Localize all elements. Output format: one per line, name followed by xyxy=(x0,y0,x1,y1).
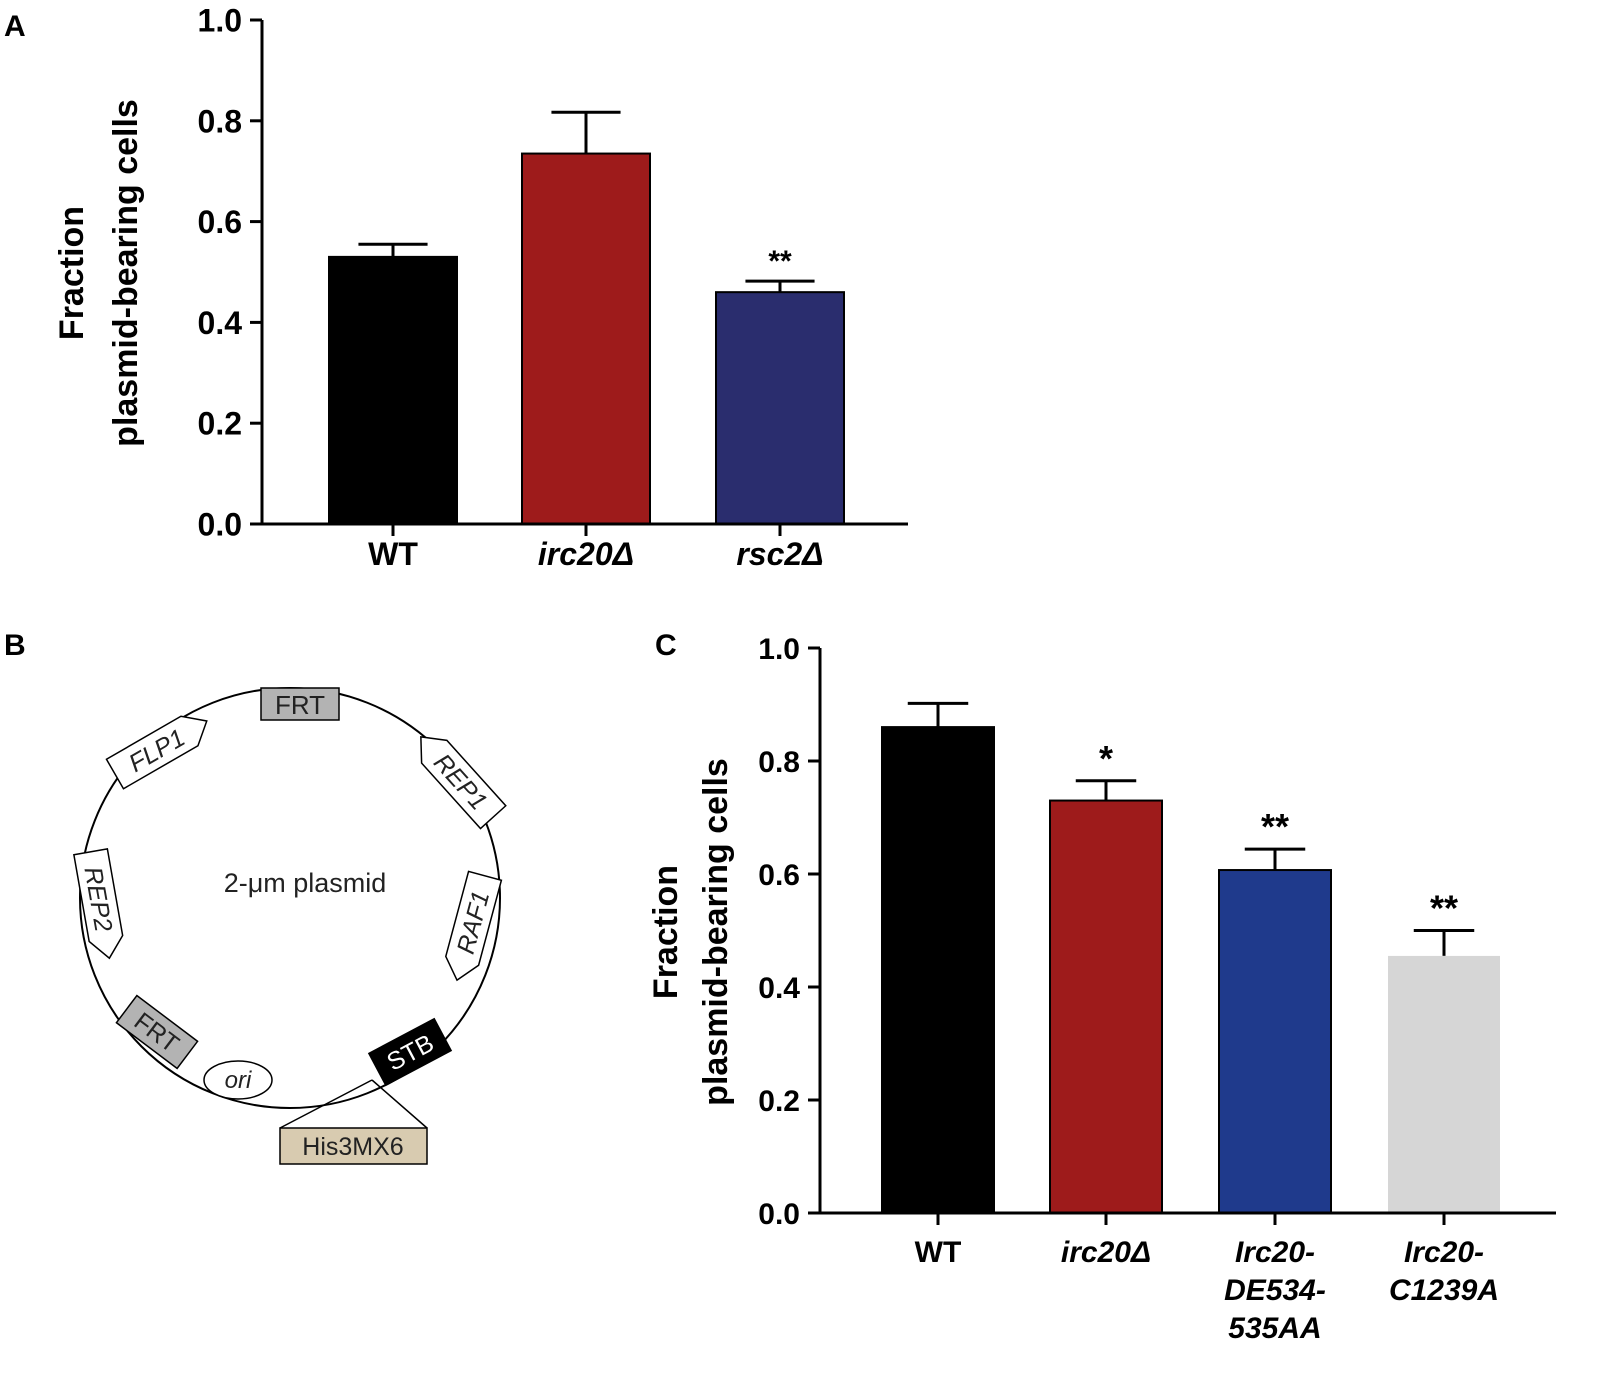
chart-c-category-label: irc20Δ xyxy=(1061,1236,1151,1269)
chart-a-y-tick-label: 0.0 xyxy=(198,507,242,543)
his3mx6-marker-box: His3MX6 xyxy=(279,1127,428,1165)
chart-c-significance-label: * xyxy=(1099,738,1113,779)
chart-a-y-tick-label: 1.0 xyxy=(198,3,242,39)
chart-c-y-tick-label: 0.2 xyxy=(758,1085,800,1118)
chart-a-error-bar xyxy=(358,242,428,257)
stb-box: STB xyxy=(367,1017,453,1087)
chart-c-ylabel-line1: Fraction xyxy=(647,865,685,999)
chart-c-significance-label: ** xyxy=(1261,806,1289,847)
chart-c: Fraction plasmid-bearing cells *****0.00… xyxy=(647,633,1556,1345)
rep1-gene: REP1 xyxy=(420,736,507,830)
chart-c-y-tick-label: 0.6 xyxy=(758,859,800,892)
chart-c-category-label: C1239A xyxy=(1389,1274,1499,1307)
chart-a-category-label: rsc2Δ xyxy=(736,536,823,572)
chart-a-category-label: irc20Δ xyxy=(538,536,634,572)
chart-a-y-tick-label: 0.6 xyxy=(198,204,242,240)
panel-label-a: A xyxy=(4,10,26,43)
chart-c-y-tick-label: 0.8 xyxy=(758,746,800,779)
chart-c-error-bar xyxy=(907,701,969,728)
chart-a-y-tick-label: 0.2 xyxy=(198,406,242,442)
panel-label-c: C xyxy=(655,629,677,662)
ori-label: ori xyxy=(225,1067,252,1094)
frt-top-label: FRT xyxy=(275,690,325,720)
frt-bottom-box: FRT xyxy=(115,994,199,1070)
chart-c-y-tick-label: 0.0 xyxy=(758,1198,800,1231)
chart-a-y-tick-label: 0.4 xyxy=(198,305,243,341)
chart-c-significance-label: ** xyxy=(1430,888,1458,929)
chart-c-error-bar xyxy=(1413,929,1475,956)
chart-a-bar xyxy=(715,291,845,525)
chart-c-category-label: 535AA xyxy=(1228,1312,1321,1345)
chart-c-bar xyxy=(1388,955,1500,1213)
plasmid-center-label: 2-μm plasmid xyxy=(224,868,387,898)
flp1-gene: FLP1 xyxy=(105,715,208,790)
chart-c-y-tick-label: 1.0 xyxy=(758,633,800,666)
chart-a-error-bar xyxy=(551,110,621,154)
raf1-gene: RAF1 xyxy=(444,870,503,982)
chart-c-bar xyxy=(1218,869,1332,1214)
panel-label-b: B xyxy=(4,629,26,662)
plasmid-map: FRT FLP1 REP1 RAF1 REP2 FRT xyxy=(73,687,507,1165)
chart-a-error-bar xyxy=(745,279,815,293)
chart-c-bar xyxy=(1049,799,1163,1214)
chart-a-bar xyxy=(328,255,458,525)
chart-c-category-label: Irc20- xyxy=(1404,1236,1484,1269)
chart-c-error-bar xyxy=(1075,779,1137,801)
chart-c-category-label: DE534- xyxy=(1224,1274,1326,1307)
chart-a-ylabel-line1: Fraction xyxy=(53,206,91,340)
chart-a-ylabel-line2: plasmid-bearing cells xyxy=(107,99,145,447)
chart-c-category-label: WT xyxy=(915,1236,962,1269)
chart-c-bar xyxy=(881,726,995,1214)
frt-top-box: FRT xyxy=(260,687,340,721)
chart-a-y-tick-label: 0.8 xyxy=(198,103,242,139)
chart-a: Fraction plasmid-bearing cells ** 0.0 0.2 0… xyxy=(53,3,908,572)
chart-a-significance-label: ** xyxy=(768,245,792,278)
chart-c-error-bar xyxy=(1244,847,1306,871)
chart-c-ylabel-line2: plasmid-bearing cells xyxy=(697,758,735,1106)
chart-a-bar xyxy=(521,152,651,525)
chart-c-y-tick-label: 0.4 xyxy=(758,972,800,1005)
his3mx6-label: His3MX6 xyxy=(302,1133,403,1161)
chart-c-category-label: Irc20- xyxy=(1235,1236,1315,1269)
rep2-gene: REP2 xyxy=(73,847,124,960)
ori-element: ori xyxy=(203,1060,273,1100)
chart-a-category-label: WT xyxy=(368,536,418,572)
insertion-lines xyxy=(279,1079,428,1129)
